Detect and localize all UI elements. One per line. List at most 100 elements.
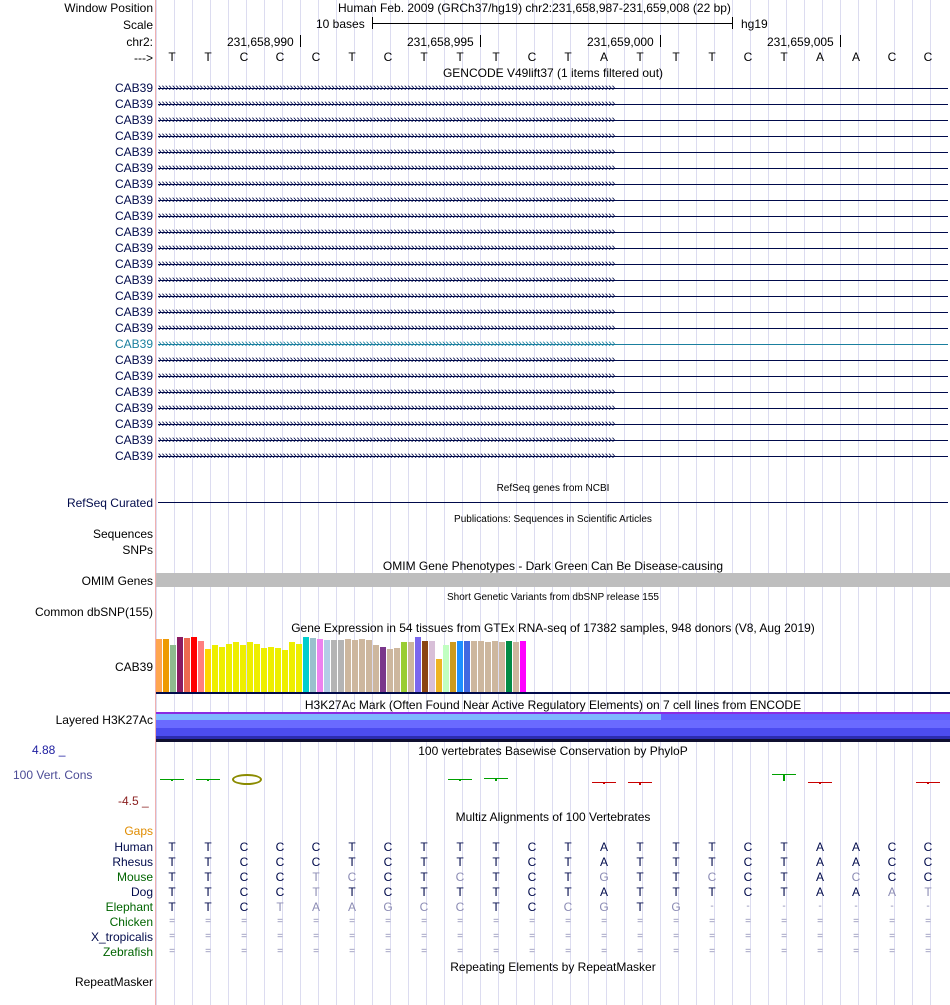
refseq-title[interactable]: RefSeq genes from NCBI	[496, 483, 610, 494]
gtex-tissue-bar[interactable]	[240, 645, 246, 692]
gtex-tissue-bar[interactable]	[338, 640, 344, 692]
gtex-tissue-bar[interactable]	[296, 644, 302, 692]
omim-feature[interactable]	[156, 573, 950, 587]
publications-title[interactable]: Publications: Sequences in Scientific Ar…	[454, 514, 652, 525]
gencode-transcript-label[interactable]: CAB39	[114, 209, 153, 223]
species-label-human[interactable]: Human	[114, 840, 153, 854]
gencode-transcript-label[interactable]: CAB39	[114, 353, 153, 367]
gencode-transcript-label[interactable]: CAB39	[114, 369, 153, 383]
dbsnp-label[interactable]: Common dbSNP(155)	[34, 605, 153, 619]
gencode-transcript[interactable]	[158, 136, 948, 137]
phylop-plot[interactable]	[156, 760, 950, 800]
gencode-transcript-label[interactable]: CAB39	[114, 257, 153, 271]
gtex-tissue-bar[interactable]	[387, 649, 393, 692]
gencode-transcript-label[interactable]: CAB39	[114, 177, 153, 191]
gtex-tissue-bar[interactable]	[198, 641, 204, 692]
gencode-transcript[interactable]	[158, 104, 948, 105]
gtex-tissue-bar[interactable]	[170, 645, 176, 692]
refseq-gene-line[interactable]	[158, 502, 948, 503]
phylop-score[interactable]	[196, 779, 220, 781]
gencode-transcript[interactable]	[158, 408, 948, 409]
gtex-tissue-bar[interactable]	[219, 647, 225, 692]
gencode-transcript[interactable]	[158, 296, 948, 297]
gtex-tissue-bar[interactable]	[233, 642, 239, 692]
gtex-tissue-bar[interactable]	[401, 642, 407, 692]
gtex-tissue-bar[interactable]	[303, 637, 309, 692]
gencode-title[interactable]: GENCODE V49lift37 (1 items filtered out)	[442, 66, 664, 80]
gencode-transcript[interactable]	[158, 232, 948, 233]
gencode-transcript-label[interactable]: CAB39	[114, 417, 153, 431]
gtex-tissue-bar[interactable]	[163, 639, 169, 692]
species-label-dog[interactable]: Dog	[130, 885, 153, 899]
species-label-x_tropicalis[interactable]: X_tropicalis	[90, 930, 153, 944]
gencode-transcript-label[interactable]: CAB39	[114, 241, 153, 255]
gtex-tissue-bar[interactable]	[310, 638, 316, 692]
gtex-tissue-bar[interactable]	[366, 640, 372, 692]
gencode-transcript[interactable]	[158, 248, 948, 249]
gtex-tissue-bar[interactable]	[408, 642, 414, 692]
gtex-tissue-bar[interactable]	[184, 638, 190, 692]
gencode-transcript[interactable]	[158, 168, 948, 169]
gencode-transcript-label[interactable]: CAB39	[114, 433, 153, 447]
gtex-tissue-bar[interactable]	[457, 641, 463, 692]
phylop-score[interactable]	[808, 782, 832, 784]
publications-snps-label[interactable]: SNPs	[122, 543, 153, 557]
gencode-transcript-label[interactable]: CAB39	[114, 225, 153, 239]
gtex-tissue-bar[interactable]	[191, 637, 197, 692]
species-label-chicken[interactable]: Chicken	[109, 915, 153, 929]
gencode-transcript[interactable]	[158, 456, 948, 457]
gencode-transcript-label[interactable]: CAB39	[114, 449, 153, 463]
gtex-tissue-bar[interactable]	[464, 641, 470, 692]
multiz-gaps-label[interactable]: Gaps	[124, 824, 153, 838]
gencode-transcript[interactable]	[158, 312, 948, 313]
gencode-transcript-label[interactable]: CAB39	[114, 289, 153, 303]
gencode-transcript-label[interactable]: CAB39	[114, 129, 153, 143]
gtex-tissue-bar[interactable]	[485, 642, 491, 692]
gencode-transcript-label[interactable]: CAB39	[114, 81, 153, 95]
gencode-transcript[interactable]	[158, 184, 948, 185]
species-label-elephant[interactable]: Elephant	[105, 900, 153, 914]
gtex-tissue-bar[interactable]	[324, 640, 330, 692]
gtex-tissue-bar[interactable]	[513, 642, 519, 692]
gtex-tissue-bar[interactable]	[415, 637, 421, 692]
phylop-title[interactable]: 100 vertebrates Basewise Conservation by…	[418, 744, 688, 758]
gtex-tissue-bar[interactable]	[359, 639, 365, 692]
gencode-transcript[interactable]	[158, 120, 948, 121]
gtex-tissue-bar[interactable]	[268, 647, 274, 692]
gtex-tissue-bar[interactable]	[373, 645, 379, 692]
gtex-tissue-bar[interactable]	[247, 642, 253, 692]
gtex-tissue-bar[interactable]	[450, 642, 456, 692]
gtex-tissue-bar[interactable]	[331, 640, 337, 692]
gtex-tissue-bar[interactable]	[443, 645, 449, 692]
gtex-tissue-bar[interactable]	[394, 648, 400, 692]
repeatmasker-title[interactable]: Repeating Elements by RepeatMasker	[450, 960, 656, 974]
gencode-transcript-label[interactable]: CAB39	[114, 145, 153, 159]
gtex-title[interactable]: Gene Expression in 54 tissues from GTEx …	[291, 621, 815, 635]
h3k27ac-label[interactable]: Layered H3K27Ac	[55, 713, 153, 727]
phylop-score[interactable]	[772, 774, 796, 781]
gencode-transcript-label[interactable]: CAB39	[114, 385, 153, 399]
phylop-score[interactable]	[160, 779, 184, 781]
gencode-transcript[interactable]	[158, 216, 948, 217]
gencode-transcript-label[interactable]: CAB39	[114, 193, 153, 207]
species-label-zebrafish[interactable]: Zebrafish	[102, 945, 153, 959]
refseq-label[interactable]: RefSeq Curated	[66, 496, 153, 510]
gtex-tissue-bar[interactable]	[177, 637, 183, 692]
species-label-mouse[interactable]: Mouse	[116, 870, 153, 884]
h3k27ac-signal[interactable]	[156, 712, 950, 742]
gencode-transcript[interactable]	[158, 88, 948, 89]
gtex-tissue-bar[interactable]	[289, 642, 295, 692]
gtex-tissue-bar[interactable]	[212, 645, 218, 692]
gencode-transcript[interactable]	[158, 360, 948, 361]
gtex-tissue-bar[interactable]	[352, 640, 358, 692]
gencode-transcript[interactable]	[158, 328, 948, 329]
gencode-transcript-label[interactable]: CAB39	[114, 321, 153, 335]
gencode-transcript-label[interactable]: CAB39	[114, 305, 153, 319]
gtex-tissue-bar[interactable]	[205, 649, 211, 692]
gtex-tissue-bar[interactable]	[275, 648, 281, 692]
phylop-score[interactable]	[484, 778, 508, 781]
gtex-tissue-bar[interactable]	[471, 641, 477, 692]
gtex-tissue-bar[interactable]	[261, 648, 267, 692]
gencode-transcript-label[interactable]: CAB39	[114, 161, 153, 175]
phylop-score[interactable]	[916, 782, 940, 784]
